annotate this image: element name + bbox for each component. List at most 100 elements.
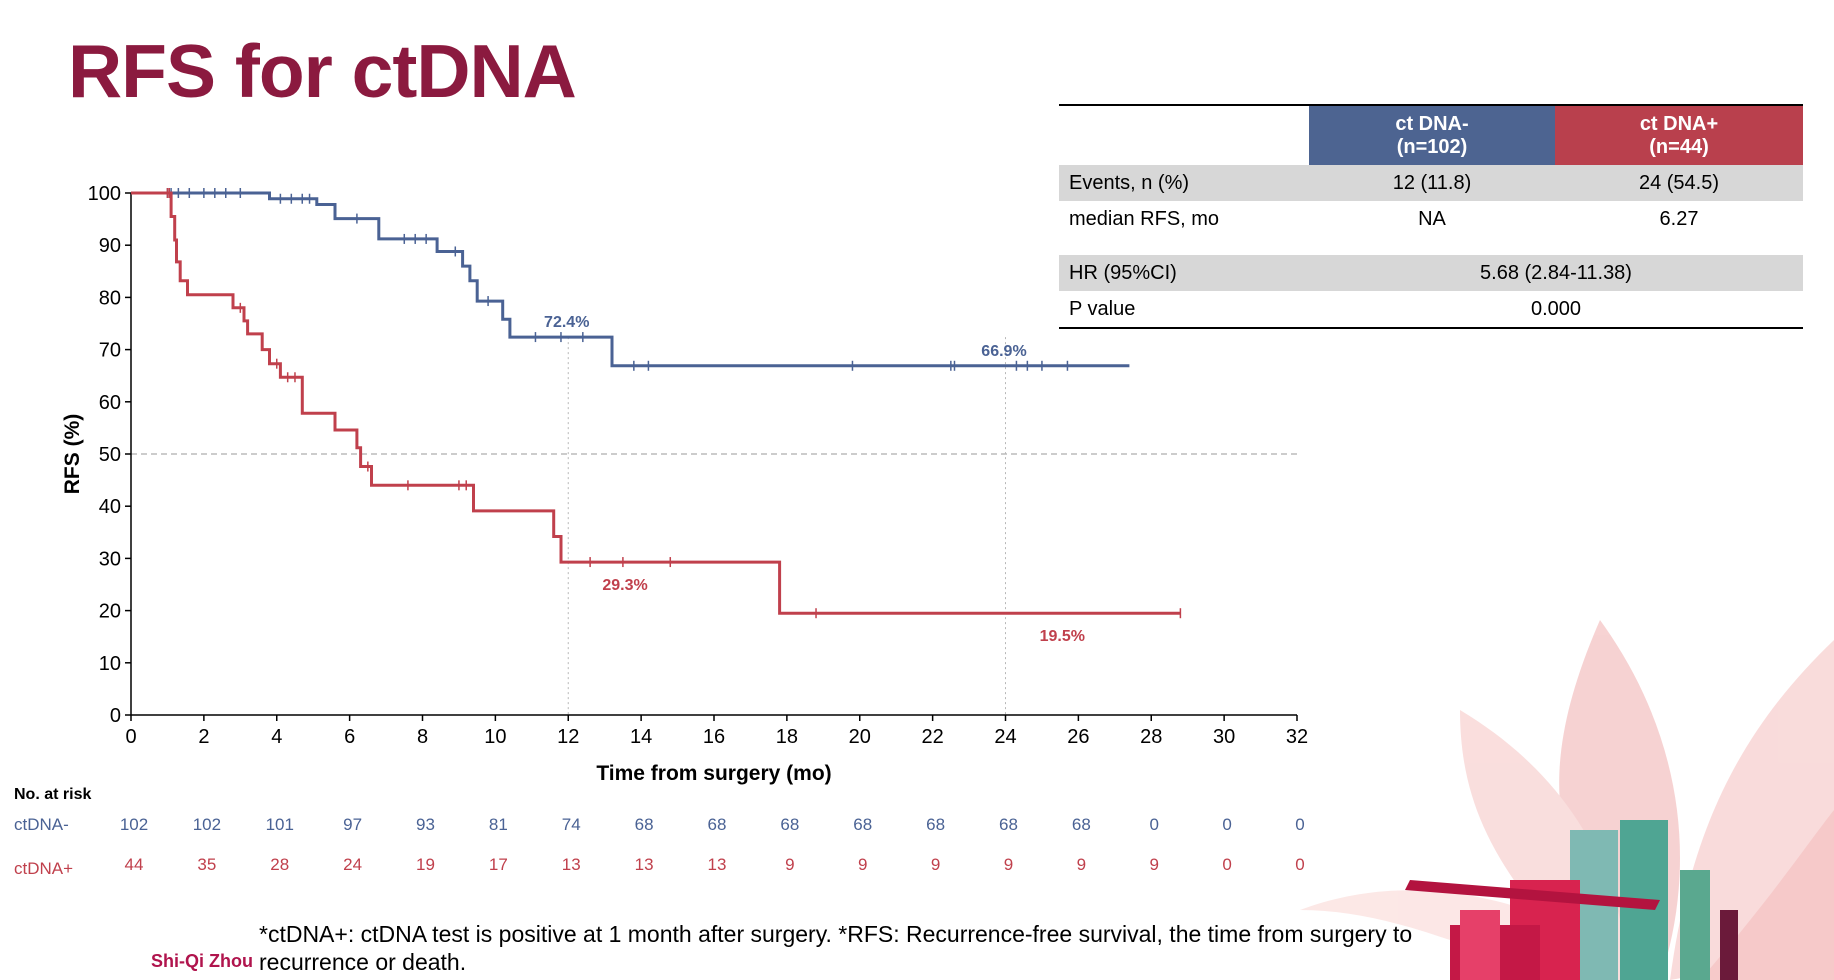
risk-count-ctdna-neg: 97 [343, 815, 362, 834]
risk-count-ctdna-neg: 0 [1222, 815, 1231, 834]
x-tick-label: 30 [1213, 726, 1235, 748]
risk-count-ctdna-neg: 68 [999, 815, 1018, 834]
risk-count-ctdna-neg: 102 [120, 815, 148, 834]
summary-row-events: Events, n (%) 12 (11.8) 24 (54.5) [1059, 165, 1803, 201]
risk-count-ctdna-pos: 19 [416, 855, 435, 874]
median-label: median RFS, mo [1069, 207, 1220, 230]
risk-row-label-ctdna-neg: ctDNA- [14, 815, 69, 834]
summary-spacer [1059, 237, 1803, 255]
km-curve-ctdna-neg [131, 191, 1130, 368]
risk-count-ctdna-pos: 28 [270, 855, 289, 874]
x-axis-label: Time from surgery (mo) [596, 762, 831, 785]
risk-count-ctdna-neg: 68 [926, 815, 945, 834]
events-pos: 24 (54.5) [1555, 165, 1803, 201]
summary-header-row: ct DNA- (n=102) ct DNA+ (n=44) [1059, 105, 1803, 165]
summary-header-ctdna-neg: ct DNA- (n=102) [1309, 105, 1555, 165]
y-tick-label: 70 [99, 340, 121, 362]
summary-row-median: median RFS, mo NA 6.27 [1059, 201, 1803, 237]
singapore-skyline-decoration [1300, 620, 1834, 980]
x-tick-label: 18 [776, 726, 798, 748]
skyline-buildings-decoration [1405, 820, 1738, 980]
risk-count-ctdna-neg: 81 [489, 815, 508, 834]
summary-row-p: P value 0.000 [1059, 291, 1803, 328]
x-tick-label: 20 [849, 726, 871, 748]
author-name: Shi-Qi Zhou [151, 951, 253, 971]
risk-count-ctdna-pos: 9 [858, 855, 867, 874]
x-tick-label: 26 [1067, 726, 1089, 748]
y-tick-label: 80 [99, 287, 121, 309]
risk-count-ctdna-pos: 13 [635, 855, 654, 874]
risk-count-ctdna-neg: 68 [1072, 815, 1091, 834]
risk-count-ctdna-neg: 102 [193, 815, 221, 834]
risk-count-ctdna-pos: 13 [562, 855, 581, 874]
y-tick-label: 50 [99, 444, 121, 466]
risk-count-ctdna-pos: 9 [785, 855, 794, 874]
x-tick-label: 32 [1286, 726, 1308, 748]
summary-header-neg-line1: ct DNA- [1395, 112, 1469, 135]
risk-table-title: No. at risk [14, 786, 91, 803]
summary-header-pos-line2: (n=44) [1649, 135, 1709, 158]
risk-count-ctdna-neg: 68 [853, 815, 872, 834]
events-label: Events, n (%) [1059, 165, 1309, 201]
x-tick-label: 14 [630, 726, 652, 748]
x-tick-label: 16 [703, 726, 725, 748]
y-tick-label: 10 [99, 653, 121, 675]
risk-count-ctdna-neg: 68 [708, 815, 727, 834]
hr-value: 5.68 (2.84-11.38) [1309, 255, 1803, 291]
risk-count-ctdna-neg: 0 [1150, 815, 1159, 834]
risk-count-ctdna-pos: 17 [489, 855, 508, 874]
y-tick-label: 30 [99, 548, 121, 570]
risk-count-ctdna-neg: 101 [266, 815, 294, 834]
summary-row-hr: HR (95%CI) 5.68 (2.84-11.38) [1059, 255, 1803, 291]
footnote: *ctDNA+: ctDNA test is positive at 1 mon… [259, 921, 1413, 976]
y-tick-label: 90 [99, 235, 121, 257]
risk-count-ctdna-neg: 74 [562, 815, 581, 834]
x-tick-label: 10 [484, 726, 506, 748]
rfs-rate-label-ctdna-pos: 29.3% [602, 577, 647, 594]
risk-row-label-ctdna-pos: ctDNA+ [14, 859, 73, 878]
risk-count-ctdna-neg: 68 [780, 815, 799, 834]
median-pos: 6.27 [1659, 207, 1699, 230]
risk-count-ctdna-pos: 9 [1077, 855, 1086, 874]
summary-header-neg-line2: (n=102) [1396, 135, 1468, 158]
risk-count-ctdna-pos: 0 [1295, 855, 1304, 874]
risk-count-ctdna-pos: 13 [708, 855, 727, 874]
risk-count-ctdna-pos: 24 [343, 855, 362, 874]
risk-count-ctdna-neg: 93 [416, 815, 435, 834]
hr-label: HR (95%CI) [1059, 255, 1309, 291]
y-tick-label: 40 [99, 496, 121, 518]
p-label: P value [1069, 297, 1136, 320]
summary-header-pos-line1: ct DNA+ [1639, 112, 1719, 135]
summary-table: ct DNA- (n=102) ct DNA+ (n=44) Events, n (… [1059, 104, 1803, 329]
y-tick-label: 60 [99, 392, 121, 414]
events-neg: 12 (11.8) [1309, 165, 1555, 201]
p-value: 0.000 [1530, 297, 1582, 320]
median-neg: NA [1418, 207, 1446, 230]
x-tick-label: 6 [344, 726, 355, 748]
risk-count-ctdna-neg: 0 [1295, 815, 1304, 834]
rfs-rate-label-ctdna-neg: 66.9% [981, 343, 1026, 360]
x-tick-label: 12 [557, 726, 579, 748]
x-tick-label: 28 [1140, 726, 1162, 748]
risk-count-ctdna-pos: 35 [197, 855, 216, 874]
x-tick-label: 0 [125, 726, 136, 748]
summary-header-blank [1059, 105, 1309, 165]
x-tick-label: 2 [198, 726, 209, 748]
y-tick-label: 20 [99, 601, 121, 623]
summary-header-ctdna-pos: ct DNA+ (n=44) [1555, 105, 1803, 165]
risk-count-ctdna-pos: 9 [1004, 855, 1013, 874]
risk-count-ctdna-neg: 68 [635, 815, 654, 834]
rfs-rate-label-ctdna-neg: 72.4% [544, 314, 589, 331]
slide-title: RFS for ctDNA [68, 29, 577, 113]
x-tick-label: 8 [417, 726, 428, 748]
x-tick-label: 24 [994, 726, 1016, 748]
x-tick-label: 4 [271, 726, 282, 748]
risk-count-ctdna-pos: 44 [125, 855, 144, 874]
y-tick-label: 0 [110, 705, 121, 727]
risk-count-ctdna-pos: 0 [1222, 855, 1231, 874]
risk-count-ctdna-pos: 9 [1150, 855, 1159, 874]
risk-count-ctdna-pos: 9 [931, 855, 940, 874]
x-tick-label: 22 [922, 726, 944, 748]
rfs-rate-label-ctdna-pos: 19.5% [1040, 628, 1085, 645]
